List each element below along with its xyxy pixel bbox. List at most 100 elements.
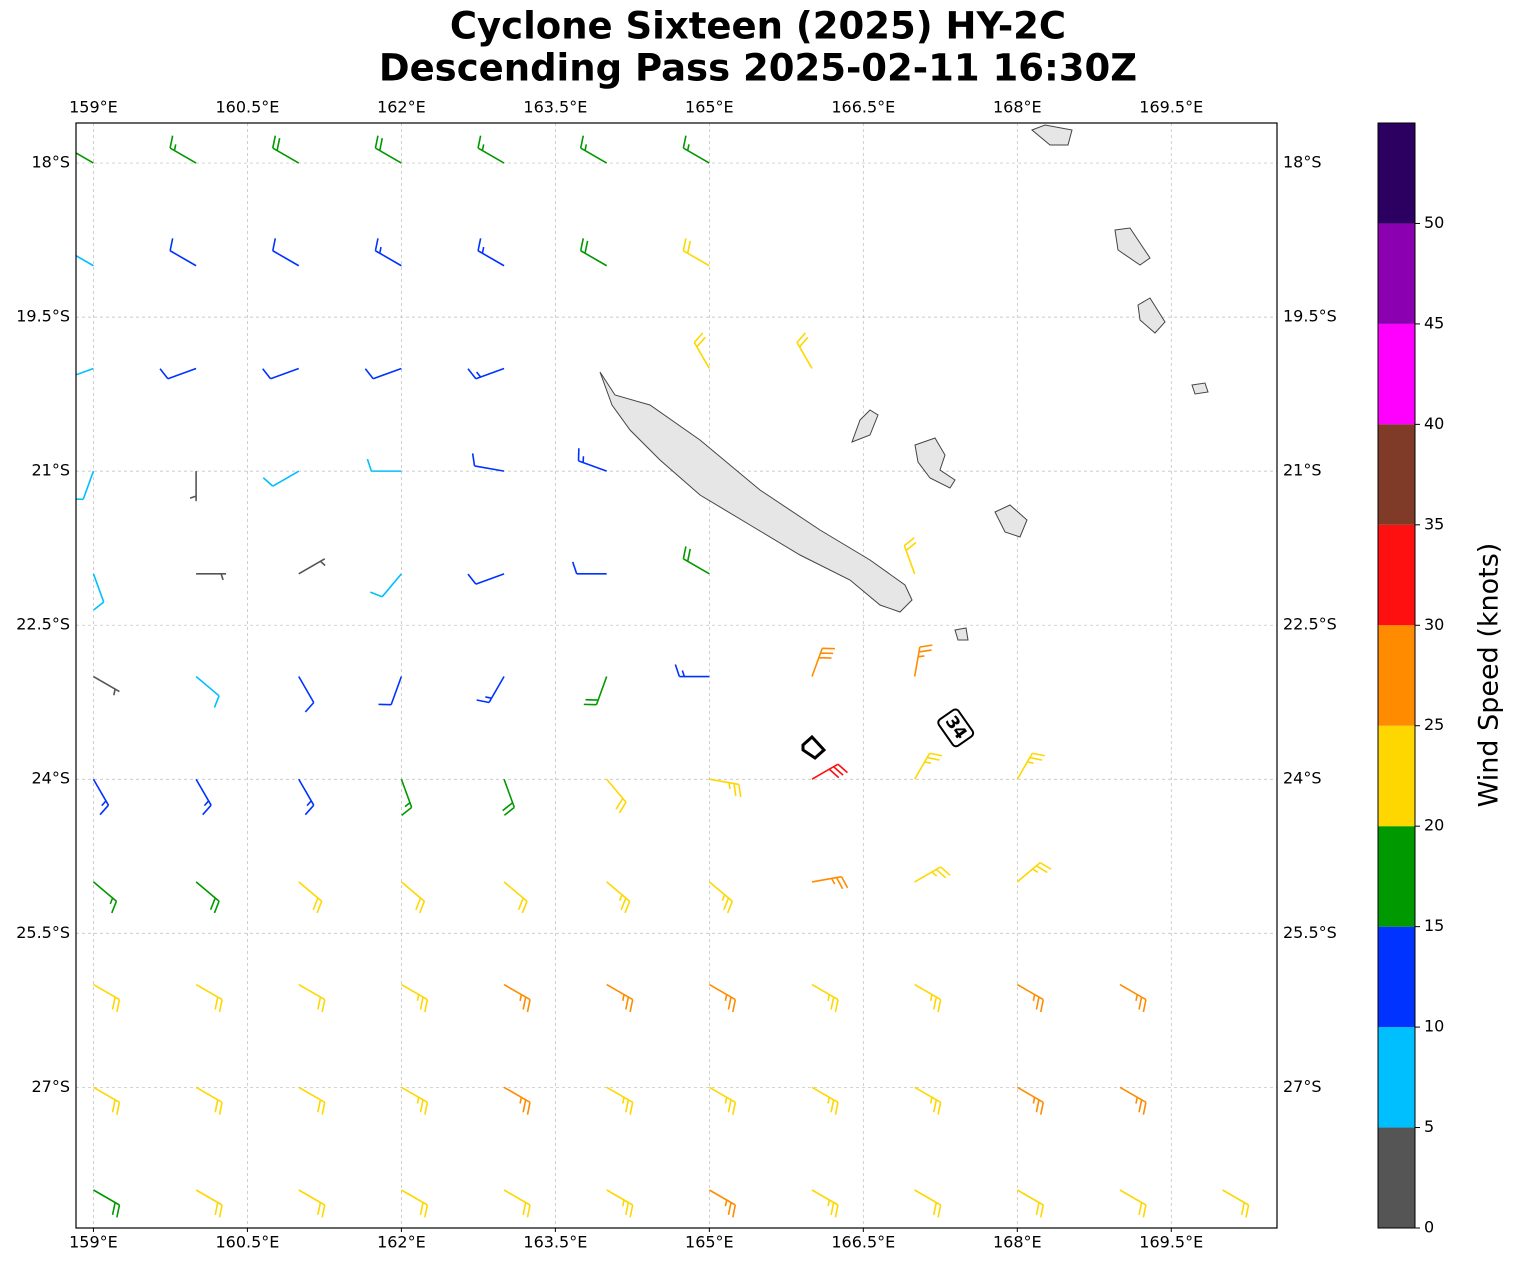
wind-barb bbox=[298, 1189, 326, 1218]
colorbar-segment bbox=[1378, 1027, 1415, 1128]
island bbox=[1114, 227, 1151, 266]
wind-barb bbox=[811, 647, 835, 677]
wind-barb bbox=[374, 238, 402, 267]
colorbar-tick-label: 35 bbox=[1424, 514, 1444, 533]
x-tick-label: 166.5°E bbox=[831, 98, 895, 117]
wind-barb bbox=[811, 1086, 839, 1115]
y-tick-label: 19.5°S bbox=[1283, 307, 1337, 326]
wind-barb bbox=[796, 332, 813, 369]
y-tick-label: 18°S bbox=[31, 153, 70, 172]
wind-barb bbox=[571, 561, 607, 575]
y-tick-label: 19.5°S bbox=[16, 307, 70, 326]
wind-barb bbox=[92, 881, 118, 914]
colorbar-tick-label: 40 bbox=[1424, 414, 1444, 433]
wind-barb bbox=[913, 644, 933, 677]
wind-barb bbox=[298, 558, 326, 575]
x-tick-label: 168°E bbox=[993, 1233, 1042, 1252]
colorbar-tick-label: 50 bbox=[1424, 213, 1444, 232]
colorbar-tick-label: 45 bbox=[1424, 313, 1444, 332]
wind-barb bbox=[378, 676, 403, 706]
wind-barb bbox=[195, 1086, 223, 1115]
x-tick-label: 166.5°E bbox=[831, 1233, 895, 1252]
wind-barb bbox=[583, 676, 608, 706]
wind-barb bbox=[467, 573, 505, 585]
y-tick-label: 22.5°S bbox=[16, 615, 70, 634]
wind-barb bbox=[476, 676, 505, 704]
wind-barb bbox=[577, 448, 607, 472]
x-tick-label: 163.5°E bbox=[523, 98, 587, 117]
y-tick-label: 18°S bbox=[1283, 153, 1322, 172]
wind-barb bbox=[76, 152, 94, 164]
x-tick-label: 160.5°E bbox=[215, 98, 279, 117]
wind-barb bbox=[400, 881, 426, 914]
wind-barb bbox=[913, 752, 943, 780]
wind-barb bbox=[271, 135, 300, 164]
wind-barb bbox=[298, 881, 323, 914]
colorbar-segment bbox=[1378, 1127, 1415, 1228]
grid bbox=[76, 123, 1277, 1228]
wind-barb bbox=[169, 238, 197, 267]
colorbar-label: Wind Speed (knots) bbox=[1474, 543, 1505, 808]
wind-barb bbox=[93, 1189, 121, 1218]
wind-barb bbox=[93, 1086, 121, 1115]
wind-barb bbox=[400, 1189, 429, 1218]
barbs bbox=[76, 135, 1250, 1218]
colorbar-segment bbox=[1378, 424, 1415, 525]
wind-barb bbox=[195, 675, 220, 708]
y-tick-label: 25.5°S bbox=[16, 923, 70, 942]
x-tick-label: 169.5°E bbox=[1139, 1233, 1203, 1252]
wind-barb bbox=[1016, 752, 1045, 780]
wind-barb bbox=[811, 983, 839, 1013]
colorbar-tick-label: 0 bbox=[1424, 1218, 1434, 1237]
wind-barb bbox=[708, 881, 734, 914]
wind-barb bbox=[271, 238, 300, 267]
wind-barb bbox=[682, 546, 710, 575]
wind-barb bbox=[76, 367, 94, 376]
wind-barb bbox=[1119, 1086, 1147, 1115]
wind-barb bbox=[364, 367, 402, 380]
wind-barb bbox=[76, 254, 94, 267]
y-tick-label: 24°S bbox=[31, 769, 70, 788]
island bbox=[994, 504, 1028, 538]
wind-barb bbox=[93, 983, 121, 1013]
wind-barb bbox=[366, 458, 402, 472]
wind-barb bbox=[1016, 861, 1052, 883]
wind-barb bbox=[370, 573, 403, 598]
wind-barb bbox=[195, 778, 212, 816]
wind-barb bbox=[606, 1189, 634, 1218]
wind-barb bbox=[262, 470, 300, 487]
wind-barb bbox=[708, 983, 737, 1013]
colorbar-tick-label: 30 bbox=[1424, 615, 1444, 634]
wind-barb bbox=[674, 664, 710, 678]
colorbar-tick-label: 25 bbox=[1424, 715, 1444, 734]
annotation: 34 bbox=[937, 708, 975, 748]
colorbar-tick-label: 20 bbox=[1424, 816, 1444, 835]
wind-barb bbox=[477, 135, 505, 164]
colorbar-segment bbox=[1378, 223, 1415, 324]
wind-barb bbox=[262, 367, 300, 380]
y-tick-label: 24°S bbox=[1283, 769, 1322, 788]
colorbar-segment bbox=[1378, 625, 1415, 726]
wind-barb bbox=[477, 238, 505, 267]
wind-barb bbox=[708, 1189, 737, 1218]
colorbar-segment bbox=[1378, 323, 1415, 425]
wind-barb bbox=[1016, 1189, 1045, 1218]
colorbar-tick-label: 15 bbox=[1424, 916, 1444, 935]
wind-barb bbox=[811, 1189, 839, 1218]
wind-barb bbox=[606, 983, 634, 1013]
wind-barb bbox=[811, 763, 848, 780]
wind-barb bbox=[503, 983, 531, 1013]
y-tick-label: 25.5°S bbox=[1283, 923, 1337, 942]
wind-barb bbox=[1016, 983, 1045, 1013]
wind-barb bbox=[92, 573, 105, 611]
wind-barb bbox=[400, 1086, 429, 1115]
wind-barb bbox=[914, 1189, 942, 1218]
wind-barb bbox=[606, 881, 631, 914]
colorbar-tick-label: 10 bbox=[1424, 1017, 1444, 1036]
wind-barb bbox=[914, 1086, 942, 1115]
wind-barb bbox=[579, 135, 608, 164]
center-marker bbox=[801, 734, 827, 760]
colorbar-tick-label: 5 bbox=[1424, 1117, 1434, 1136]
island bbox=[851, 409, 879, 443]
